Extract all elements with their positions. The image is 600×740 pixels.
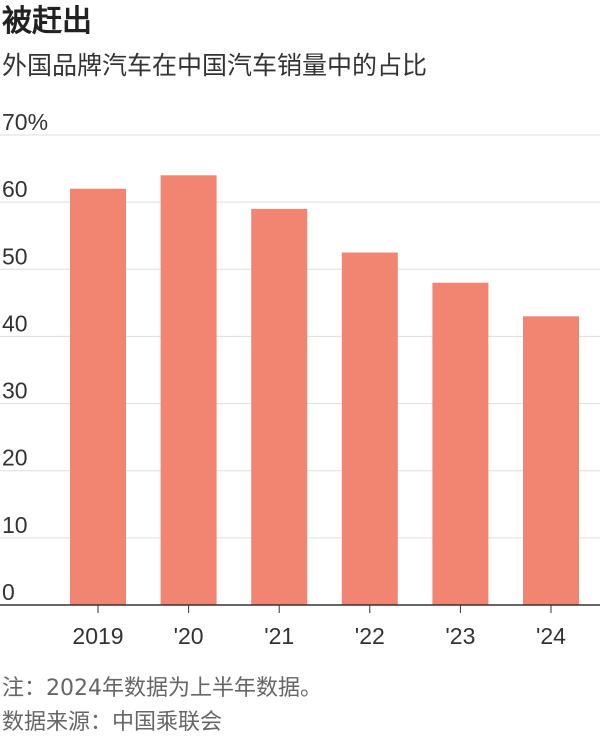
x-tick-label: '23 <box>445 623 475 649</box>
y-tick-label: 0 <box>2 579 15 605</box>
bars <box>70 175 579 605</box>
y-tick-label: 40 <box>2 310 28 336</box>
bar-chart: 0 10 20 30 40 50 60 70% 2019 '20 '21 '22 '23 '24 <box>0 109 600 649</box>
bar-1 <box>160 175 217 605</box>
y-tick-label: 50 <box>2 243 28 269</box>
y-tick-label: 30 <box>2 378 28 404</box>
bar-0 <box>70 188 126 605</box>
y-tick-labels: 0 10 20 30 40 50 60 70% <box>2 109 48 605</box>
bar-2 <box>251 208 308 605</box>
x-tick-label: '24 <box>536 623 566 649</box>
x-tick-label: '21 <box>264 623 294 649</box>
x-tick-label: '20 <box>174 623 204 649</box>
bar-4 <box>432 282 489 605</box>
y-tick-label: 60 <box>2 176 28 202</box>
source-note: 数据来源：中国乘联会 <box>2 710 223 735</box>
x-tick-label: '22 <box>355 623 385 649</box>
x-tick-label: 2019 <box>72 623 123 649</box>
bar-5 <box>523 316 579 605</box>
bar-3 <box>341 252 398 605</box>
chart-subtitle: 外国品牌汽车在中国汽车销量中的占比 <box>2 51 428 80</box>
chart-title: 被赶出 <box>2 4 92 39</box>
y-tick-label: 70% <box>2 109 48 135</box>
footnote: 注：2024年数据为上半年数据。 <box>2 676 322 701</box>
y-tick-label: 20 <box>2 445 28 471</box>
x-axis: 2019 '20 '21 '22 '23 '24 <box>0 604 600 649</box>
y-tick-label: 10 <box>2 512 28 538</box>
